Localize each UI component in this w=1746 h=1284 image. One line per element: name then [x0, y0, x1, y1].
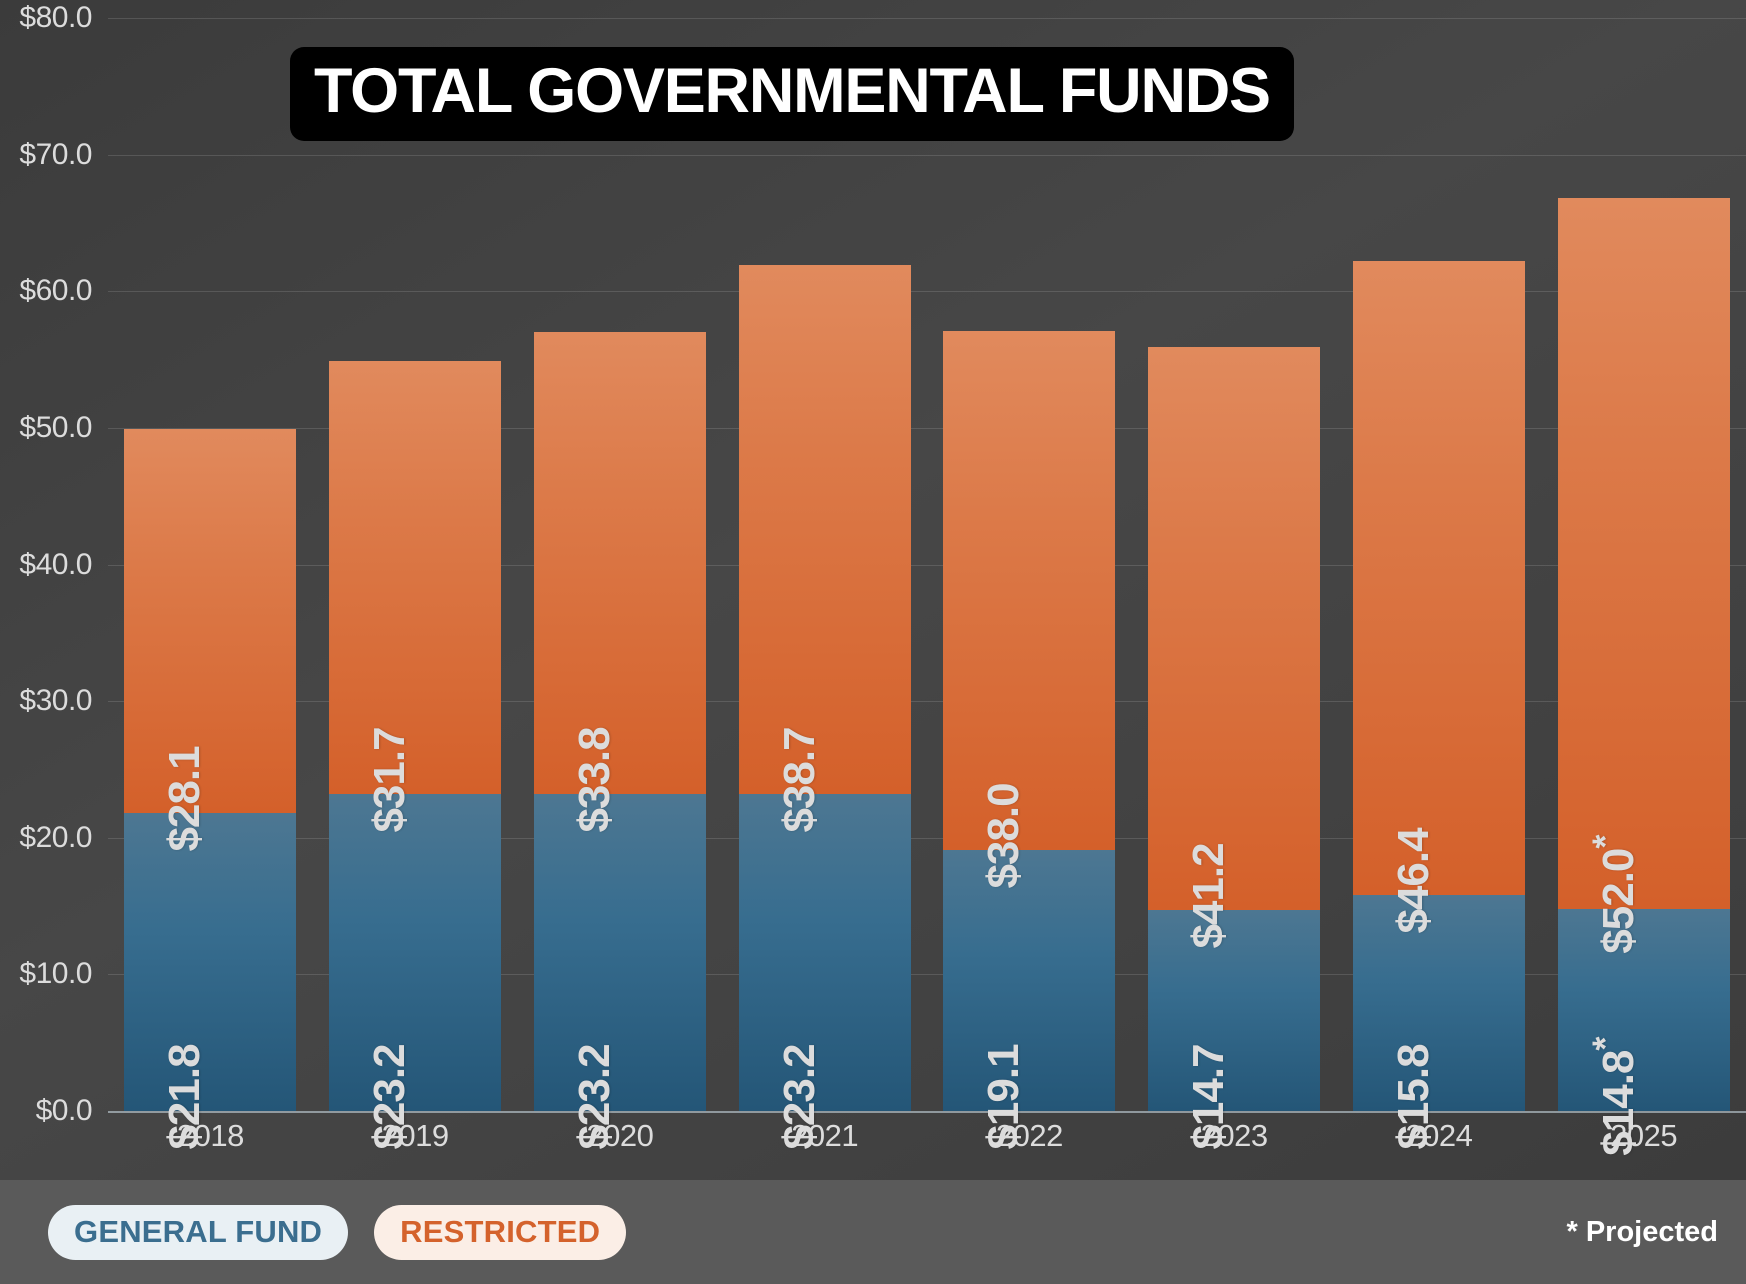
gridline — [108, 154, 1746, 156]
bar-segment-restricted[interactable]: $41.2 — [1148, 347, 1321, 949]
legend-item-restricted[interactable]: RESTRICTED — [374, 1204, 627, 1260]
page-title: TOTAL GOVERNMENTAL FUNDS — [290, 47, 1294, 142]
y-axis-tick-label: $60.0 — [19, 274, 92, 308]
bar-segment-general-fund[interactable]: $21.8 — [124, 813, 297, 1150]
gridline — [108, 427, 1746, 429]
x-axis-tick-labels: 2018 2019 2020 2021 2022 2023 2024 2025 — [108, 1118, 1746, 1168]
bar-segment-restricted[interactable]: $38.7 — [738, 265, 911, 833]
bar-group[interactable]: $15.8 $46.4 — [1352, 0, 1525, 1150]
bar-group[interactable]: $23.2 $38.7 — [738, 0, 911, 1150]
y-axis-tick-label: $30.0 — [19, 684, 92, 718]
legend-label-restricted: RESTRICTED — [400, 1213, 601, 1249]
bar-segment-general-fund[interactable]: $23.2 — [329, 794, 502, 1150]
bar-group[interactable]: $23.2 $31.7 — [329, 0, 502, 1150]
x-axis-tick-label: 2023 — [1200, 1118, 1268, 1153]
legend-label-general-fund: GENERAL FUND — [74, 1213, 323, 1249]
bar-group[interactable]: $14.7 $41.2 — [1148, 0, 1321, 1150]
gridline — [108, 1111, 1746, 1113]
chart-footer: GENERAL FUND RESTRICTED * Projected — [0, 1180, 1746, 1284]
gridline — [108, 974, 1746, 976]
projected-asterisk-icon: * — [1583, 835, 1625, 849]
bar-value-label: $38.7 — [774, 727, 824, 833]
plot-area: $0.0 $10.0 $20.0 $30.0 $40.0 $50.0 $60.0 $70.0 $… — [0, 0, 1746, 1180]
bar-segment-restricted[interactable]: $38.0 — [943, 330, 1116, 889]
x-axis-tick-label: 2021 — [791, 1118, 859, 1153]
bar-value-label: $31.7 — [365, 727, 415, 833]
bar-segment-restricted[interactable]: $33.8 — [533, 332, 706, 833]
bar-segment-general-fund[interactable]: $23.2 — [533, 794, 706, 1150]
bar-segment-restricted[interactable]: $52.0* — [1557, 198, 1730, 954]
y-axis-tick-label: $70.0 — [19, 137, 92, 171]
x-axis-tick-label: 2018 — [176, 1118, 244, 1153]
bar-segment-restricted[interactable]: $46.4 — [1352, 261, 1525, 934]
bar-segment-general-fund[interactable]: $23.2 — [738, 794, 911, 1150]
y-axis-tick-label: $20.0 — [19, 820, 92, 854]
y-axis-tick-label: $50.0 — [19, 410, 92, 444]
projected-asterisk-icon: * — [1583, 1037, 1625, 1051]
y-axis-tick-label: $80.0 — [19, 1, 92, 34]
x-axis-tick-label: 2024 — [1405, 1118, 1473, 1153]
bar-segment-restricted[interactable]: $28.1 — [124, 429, 297, 852]
bar-group[interactable]: $14.8* $52.0* — [1557, 0, 1730, 1156]
gridline — [108, 18, 1746, 19]
x-axis-tick-label: 2019 — [381, 1118, 449, 1153]
y-axis-tick-label: $0.0 — [35, 1094, 93, 1127]
bar-value-label: $52.0* — [1583, 835, 1643, 954]
y-axis-tick-label: $40.0 — [19, 547, 92, 581]
y-axis-tick-label: $10.0 — [19, 957, 92, 991]
bar-segment-general-fund[interactable]: $14.7 — [1148, 910, 1321, 1150]
bar-value-label: $33.8 — [569, 727, 619, 833]
x-axis-tick-label: 2025 — [1610, 1118, 1678, 1153]
x-axis-tick-label: 2022 — [995, 1118, 1063, 1153]
gridline — [108, 701, 1746, 703]
bar-value-label: $41.2 — [1184, 843, 1234, 949]
bar-group[interactable]: $19.1 $38.0 — [943, 0, 1116, 1150]
legend-item-general-fund[interactable]: GENERAL FUND — [48, 1204, 349, 1260]
bar-value-label: $46.4 — [1388, 828, 1438, 934]
bar-segment-general-fund[interactable]: $14.8* — [1557, 908, 1730, 1156]
bar-value-label: $38.0 — [979, 783, 1029, 889]
legend: GENERAL FUND RESTRICTED — [48, 1204, 627, 1260]
bar-segment-general-fund[interactable]: $15.8 — [1352, 895, 1525, 1150]
gridline — [108, 564, 1746, 566]
projected-footnote: * Projected — [1566, 1215, 1719, 1248]
gridline — [108, 837, 1746, 839]
bar-group[interactable]: $23.2 $33.8 — [533, 0, 706, 1150]
gridline — [108, 291, 1746, 293]
bar-segment-restricted[interactable]: $31.7 — [329, 360, 502, 833]
x-axis-tick-label: 2020 — [586, 1118, 654, 1153]
bar-group[interactable]: $21.8 $28.1 — [124, 0, 297, 1150]
bar-segment-general-fund[interactable]: $19.1 — [943, 850, 1116, 1150]
bar-value-label: $28.1 — [160, 746, 210, 852]
bar-series-container: $21.8 $28.1 $23.2 $31.7 $23.2 $33.8 $23.2 $38.7… — [108, 0, 1746, 1180]
